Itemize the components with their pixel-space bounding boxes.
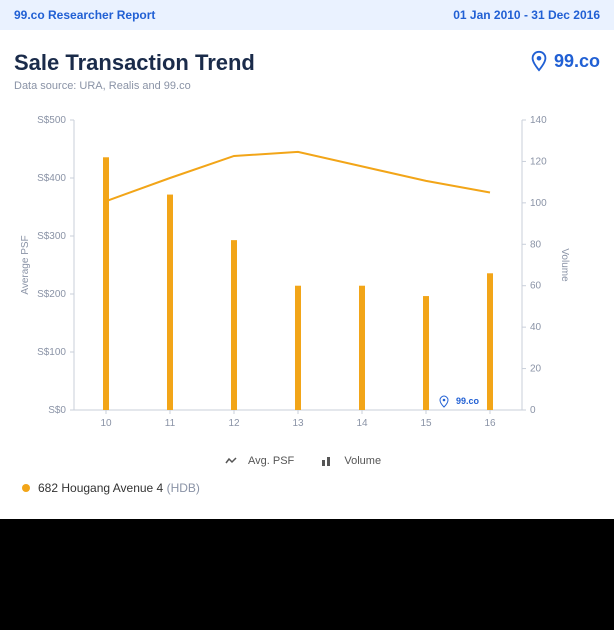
date-range: 01 Jan 2010 - 31 Dec 2016: [453, 8, 600, 22]
chart-svg: S$0 S$100 S$200 S$300 S$400 S$500 0 20 40 60 80 100…: [14, 110, 574, 440]
svg-text:S$500: S$500: [37, 115, 66, 126]
report-title: 99.co Researcher Report: [14, 8, 155, 22]
svg-text:15: 15: [420, 418, 432, 429]
svg-text:13: 13: [292, 418, 304, 429]
svg-text:14: 14: [356, 418, 368, 429]
svg-text:16: 16: [484, 418, 496, 429]
content: Sale Transaction Trend Data source: URA,…: [0, 30, 614, 519]
chart-subtitle: Data source: URA, Realis and 99.co: [14, 80, 255, 92]
svg-text:120: 120: [530, 156, 547, 167]
svg-text:100: 100: [530, 198, 547, 209]
header-text: Sale Transaction Trend Data source: URA,…: [14, 50, 255, 92]
svg-text:Volume: Volume: [559, 248, 570, 282]
page: 99.co Researcher Report 01 Jan 2010 - 31…: [0, 0, 614, 519]
legend-avg: Avg. PSF: [225, 455, 305, 467]
svg-text:80: 80: [530, 239, 542, 250]
legend-vol: Volume: [321, 455, 389, 467]
svg-text:40: 40: [530, 322, 542, 333]
series-legend: 682 Hougang Avenue 4 (HDB): [14, 481, 600, 495]
svg-text:12: 12: [228, 418, 240, 429]
svg-text:0: 0: [530, 405, 536, 416]
legend-avg-label: Avg. PSF: [248, 455, 294, 467]
brand-logo-text: 99.co: [554, 51, 600, 72]
topbar: 99.co Researcher Report 01 Jan 2010 - 31…: [0, 0, 614, 30]
series-extra: (HDB): [167, 481, 200, 495]
svg-text:S$200: S$200: [37, 289, 66, 300]
series-dot: [22, 484, 30, 492]
chart-type-legend: Avg. PSF Volume: [14, 455, 600, 467]
series-name-text: 682 Hougang Avenue 4: [38, 481, 163, 495]
chart-title: Sale Transaction Trend: [14, 50, 255, 76]
svg-text:10: 10: [100, 418, 112, 429]
svg-text:11: 11: [165, 418, 176, 429]
svg-text:60: 60: [530, 281, 542, 292]
chart-container: S$0 S$100 S$200 S$300 S$400 S$500 0 20 40 60 80 100…: [14, 110, 600, 445]
header-row: Sale Transaction Trend Data source: URA,…: [14, 50, 600, 92]
line-icon: [225, 456, 237, 466]
pin-icon: [528, 50, 550, 72]
svg-text:S$300: S$300: [37, 231, 66, 242]
svg-text:S$400: S$400: [37, 173, 66, 184]
svg-text:99.co: 99.co: [456, 396, 480, 406]
legend-vol-label: Volume: [344, 455, 381, 467]
svg-text:S$0: S$0: [48, 405, 66, 416]
series-name: 682 Hougang Avenue 4 (HDB): [38, 481, 200, 495]
svg-text:S$100: S$100: [37, 347, 66, 358]
bar-icon: [321, 456, 333, 466]
brand-logo: 99.co: [528, 50, 600, 72]
svg-text:Average PSF: Average PSF: [20, 235, 31, 294]
svg-text:140: 140: [530, 115, 547, 126]
svg-text:20: 20: [530, 364, 542, 375]
